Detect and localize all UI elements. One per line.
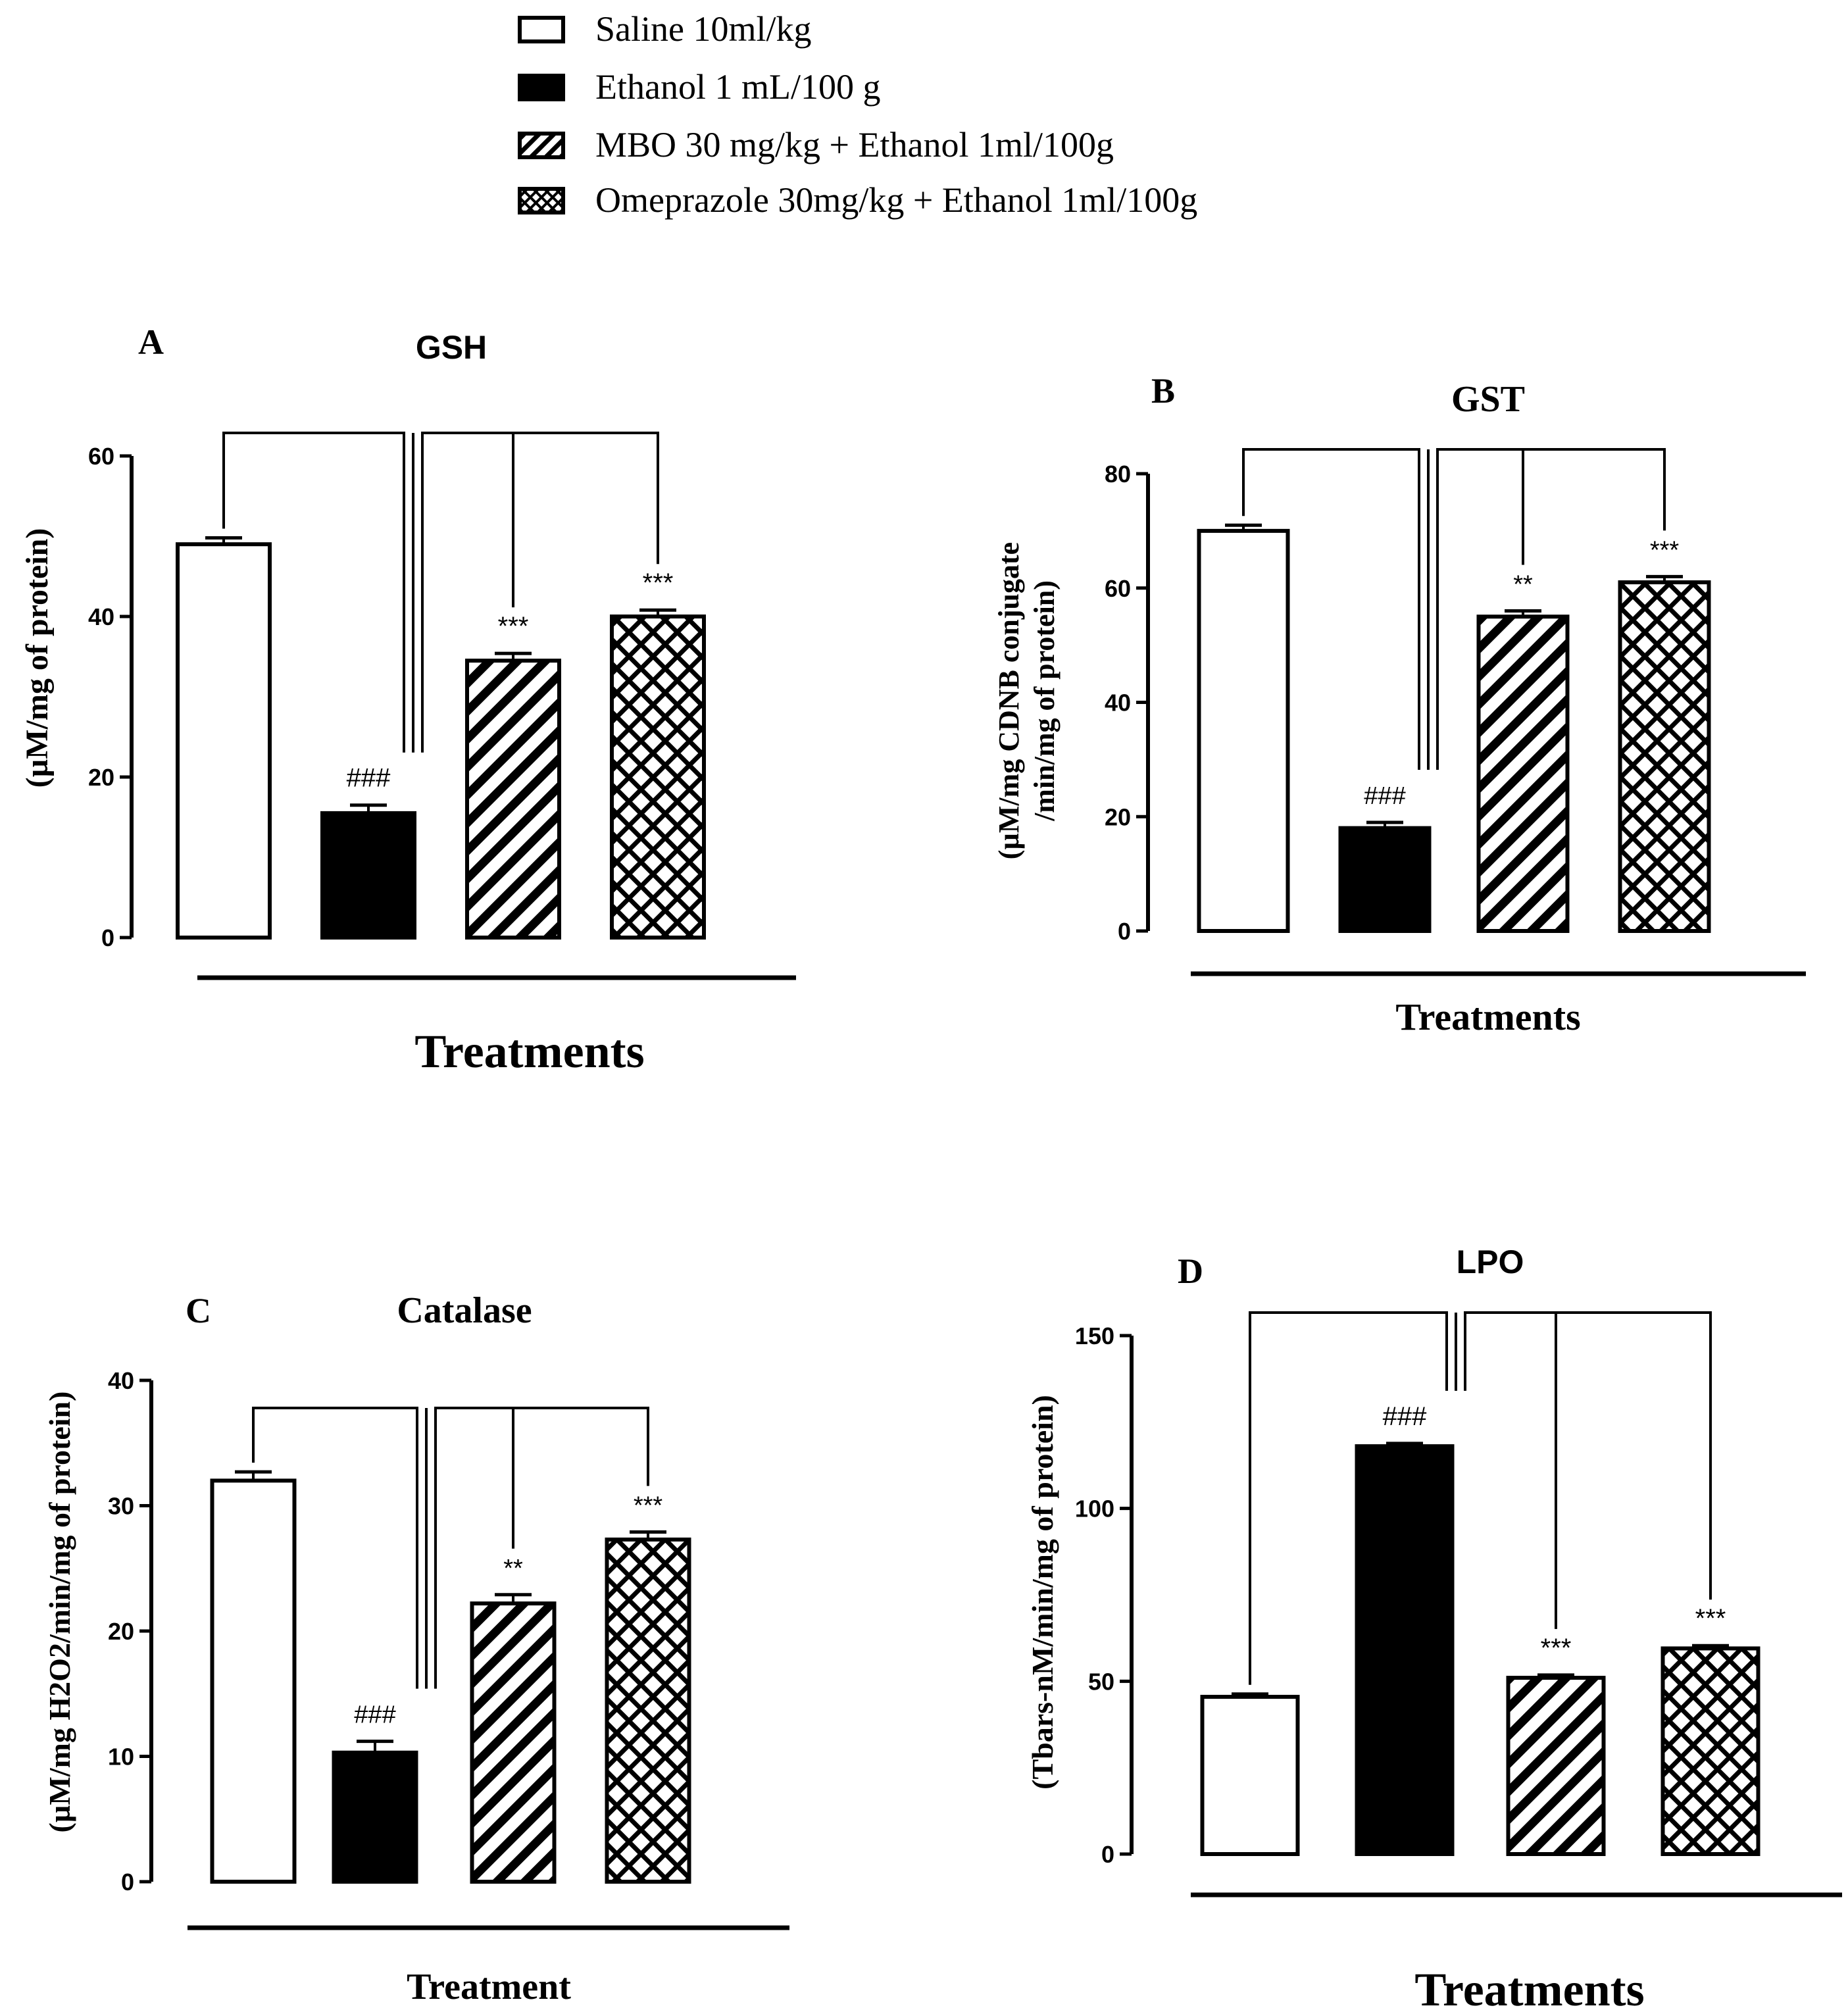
bar-4	[610, 615, 706, 940]
y-tick-label: 10	[108, 1744, 134, 1771]
bar-1	[210, 1478, 297, 1884]
x-axis-label: Treatment	[407, 1967, 571, 2007]
bar-4	[605, 1537, 691, 1884]
legend-swatch-ethanol	[518, 74, 565, 101]
y-tick-label: 150	[1075, 1322, 1114, 1349]
chart-title: Catalase	[397, 1290, 532, 1331]
panel-b-gst-chart: B GST (µM/mg CDNB conjugate /min/mg of p…	[993, 371, 1806, 1038]
bar-3	[1506, 1676, 1606, 1857]
legend-swatch-omeprazole	[518, 187, 565, 214]
legend-swatch-mbo	[518, 132, 565, 159]
panel-d-lpo-chart: D LPO (Tbars-nM/min/mg of protein) Treat…	[1026, 1244, 1842, 2010]
comparison-bracket-right	[1464, 1311, 1712, 1600]
bar-3	[1476, 615, 1570, 933]
significance-label: ###	[347, 764, 391, 793]
y-tick-label: 0	[1101, 1841, 1114, 1868]
bar-1	[1200, 1694, 1300, 1857]
y-tick-label: 0	[1118, 918, 1131, 945]
comparison-bracket-right	[434, 1407, 649, 1689]
panel-c-catalase-chart: C Catalase (µM/mg H2O2/min/mg of protein…	[43, 1290, 789, 2007]
y-axis-label-line-2: /min/mg of protein)	[1028, 580, 1061, 822]
significance-label: ###	[1364, 782, 1405, 810]
significance-label: **	[1513, 571, 1533, 599]
bar-2	[1355, 1444, 1455, 1856]
bar-4	[1661, 1646, 1761, 1857]
legend: Saline 10ml/kg Ethanol 1 mL/100 g MBO 30…	[518, 9, 1197, 220]
y-tick-label: 100	[1075, 1495, 1114, 1522]
y-tick-label: 0	[101, 924, 114, 951]
y-axis-label: (µM/mg of protein)	[20, 528, 55, 788]
panel-letter: A	[138, 322, 164, 362]
y-tick-label: 40	[88, 603, 114, 630]
y-tick-label: 30	[108, 1493, 134, 1520]
panel-letter: B	[1151, 371, 1175, 411]
significance-label: ###	[354, 1701, 395, 1729]
bar-2	[1338, 826, 1432, 933]
bar-1	[1197, 528, 1290, 933]
y-tick-label: 40	[108, 1367, 134, 1394]
comparison-bracket-left	[252, 1407, 418, 1689]
bar-4	[1618, 580, 1711, 933]
y-axis-label: (µM/mg H2O2/min/mg of protein)	[43, 1392, 76, 1833]
bar-3	[470, 1601, 557, 1884]
significance-label: **	[503, 1555, 523, 1582]
legend-label-omeprazole: Omeprazole 30mg/kg + Ethanol 1ml/100g	[595, 180, 1197, 220]
y-axis-label-line-1: (µM/mg CDNB conjugate	[993, 542, 1025, 859]
y-tick-label: 60	[88, 443, 114, 470]
y-tick-label: 80	[1105, 461, 1131, 488]
significance-label: ***	[1695, 1604, 1726, 1633]
bar-3	[465, 659, 561, 940]
significance-label: ***	[498, 612, 529, 641]
comparison-bracket-right	[421, 432, 659, 753]
y-tick-label: 20	[1105, 803, 1131, 830]
chart-title: GSH	[416, 329, 487, 366]
legend-swatch-saline	[518, 16, 565, 43]
x-axis-label: Treatments	[1414, 1963, 1644, 2010]
comparison-bracket-right	[1436, 448, 1666, 770]
legend-label-saline: Saline 10ml/kg	[595, 9, 811, 49]
legend-label-mbo: MBO 30 mg/kg + Ethanol 1ml/100g	[595, 125, 1114, 164]
comparison-bracket-left	[1242, 448, 1420, 770]
panel-a-gsh-chart: A GSH (µM/mg of protein) Treatments 0 20 4…	[20, 322, 796, 1078]
comparison-bracket-left	[222, 432, 405, 753]
y-tick-label: 20	[88, 764, 114, 791]
significance-label: ***	[643, 568, 674, 597]
significance-label: ***	[1650, 536, 1680, 564]
y-tick-label: 20	[108, 1618, 134, 1645]
significance-label: ***	[634, 1492, 663, 1520]
x-axis-label: Treatments	[414, 1025, 644, 1078]
comparison-bracket-left	[1249, 1311, 1448, 1685]
y-tick-label: 50	[1088, 1668, 1114, 1695]
significance-label: ###	[1383, 1402, 1427, 1431]
chart-title: LPO	[1457, 1244, 1524, 1280]
significance-label: ***	[1541, 1634, 1572, 1663]
y-tick-label: 60	[1105, 575, 1131, 602]
legend-label-ethanol: Ethanol 1 mL/100 g	[595, 67, 880, 107]
panel-letter: C	[186, 1291, 211, 1330]
chart-title: GST	[1451, 379, 1525, 420]
y-tick-label: 40	[1105, 690, 1131, 716]
x-axis-label: Treatments	[1395, 995, 1580, 1038]
bar-1	[176, 542, 272, 940]
panel-letter: D	[1178, 1251, 1203, 1291]
bar-2	[332, 1750, 418, 1884]
y-axis-label: (Tbars-nM/min/mg of protein)	[1026, 1395, 1059, 1790]
bar-2	[320, 811, 416, 940]
y-tick-label: 0	[121, 1869, 134, 1896]
